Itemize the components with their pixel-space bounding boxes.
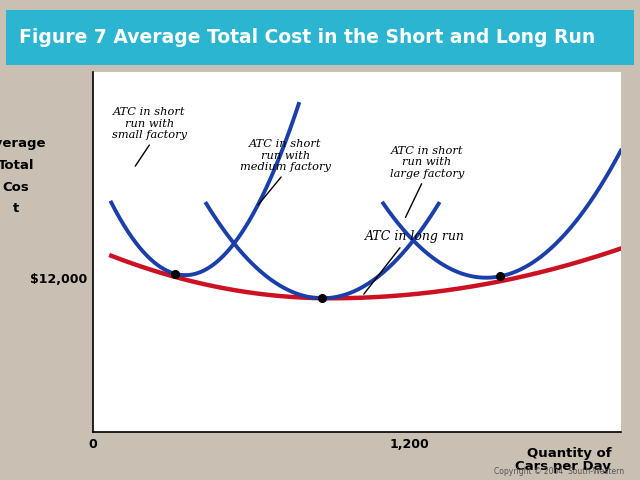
Text: ATC in short
run with
medium factory: ATC in short run with medium factory [240, 139, 331, 172]
Text: Average: Average [0, 137, 47, 151]
Text: Cars per Day: Cars per Day [515, 460, 611, 473]
Text: Quantity of: Quantity of [527, 447, 611, 460]
Text: Copyright © 2004  South-Western: Copyright © 2004 South-Western [494, 467, 624, 476]
Text: ATC in short
run with
large factory: ATC in short run with large factory [390, 145, 464, 179]
Text: Total: Total [0, 159, 35, 172]
Text: ATC in long run: ATC in long run [365, 230, 465, 243]
Text: t: t [13, 202, 19, 216]
Text: ATC in short
run with
small factory: ATC in short run with small factory [112, 107, 187, 140]
FancyBboxPatch shape [0, 7, 640, 67]
Text: Cos: Cos [3, 180, 29, 194]
Text: Figure 7 Average Total Cost in the Short and Long Run: Figure 7 Average Total Cost in the Short… [19, 28, 595, 47]
